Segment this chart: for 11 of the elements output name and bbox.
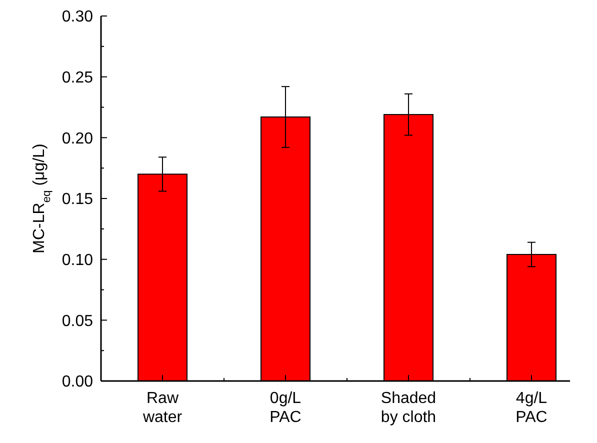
x-tick-label: 4g/L PAC bbox=[516, 390, 548, 426]
x-tick-label: 0g/L PAC bbox=[270, 390, 302, 426]
y-tick-label: 0.15 bbox=[62, 191, 94, 208]
y-tick-label: 0.10 bbox=[62, 252, 94, 269]
x-tick-label: Raw water bbox=[142, 390, 183, 426]
y-tick-label: 0.25 bbox=[62, 69, 94, 86]
y-tick-label: 0.00 bbox=[62, 374, 94, 391]
y-tick-label: 0.05 bbox=[62, 312, 94, 330]
y-tick-label: 0.20 bbox=[62, 130, 94, 148]
y-tick-label: 0.30 bbox=[62, 8, 94, 26]
x-tick-label: Shaded by cloth bbox=[380, 390, 436, 426]
